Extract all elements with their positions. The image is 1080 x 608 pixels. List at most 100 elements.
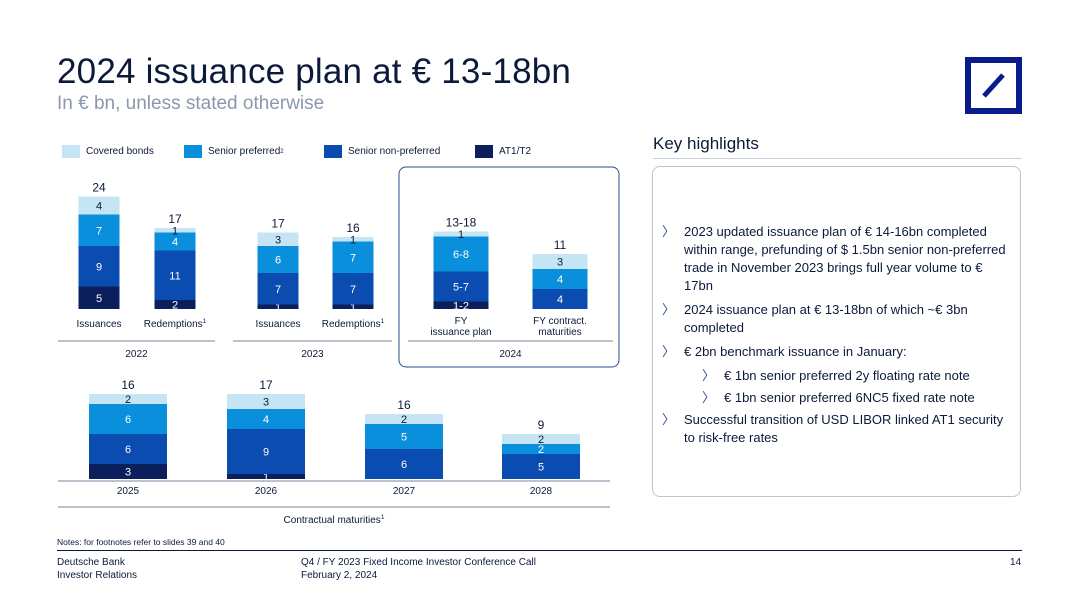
highlight-text: € 1bn senior preferred 6NC5 fixed rate n…	[724, 390, 975, 405]
highlight-text: € 1bn senior preferred 2y floating rate …	[724, 368, 970, 383]
bar-segment-covered-bonds	[332, 237, 374, 242]
data-label: 5	[538, 462, 544, 474]
bar-segment-at1-t2	[78, 286, 120, 309]
chevron-right-icon: 〉	[702, 368, 716, 383]
bar-segment-senior-non-preferred	[154, 250, 196, 300]
legend-footnote: 2	[280, 148, 284, 155]
data-label: 1	[263, 472, 269, 484]
data-label: 4	[172, 237, 178, 249]
bar-total-label: 16	[346, 221, 360, 235]
legend-label: AT1/T2	[499, 146, 532, 157]
bar-total-label: 13-18	[446, 216, 477, 230]
bar-segment-covered-bonds	[154, 228, 196, 233]
company-name: Deutsche Bank	[57, 557, 125, 568]
issuance-charts: 597424Issuances2114117Redemptions1202217…	[58, 166, 620, 526]
bar-segment-covered-bonds	[532, 254, 588, 269]
bar-segment-at1-t2	[257, 304, 299, 309]
category-label: maturities	[538, 327, 581, 338]
category-label: Issuances	[255, 319, 300, 330]
footnotes: Notes: for footnotes refer to slides 39 …	[57, 537, 225, 547]
highlight-item: 〉 2023 updated issuance plan of € 14-16bn…	[662, 223, 1014, 295]
bar-segment-senior-non-preferred	[433, 271, 489, 302]
category-label: Issuances	[76, 319, 121, 330]
page-number: 14	[1010, 557, 1022, 568]
bar-segment-covered-bonds	[78, 196, 120, 215]
data-label: 1-2	[453, 300, 469, 312]
data-label: 6-8	[453, 249, 469, 261]
group-label: 2023	[301, 349, 324, 360]
chevron-right-icon: 〉	[662, 224, 676, 239]
footer-company: Deutsche Bank Investor Relations	[57, 557, 137, 582]
highlight-subitem: 〉 € 1bn senior preferred 2y floating rate…	[662, 367, 1014, 385]
chevron-right-icon: 〉	[662, 412, 676, 427]
chevron-right-icon: 〉	[662, 302, 676, 317]
data-label: 1	[350, 234, 356, 246]
bar-segment-at1-t2	[227, 474, 305, 479]
footer-divider	[57, 550, 1022, 551]
page-subtitle: In € bn, unless stated otherwise	[57, 93, 325, 114]
data-label: 11	[169, 270, 180, 282]
bar-total-label: 17	[259, 378, 273, 392]
bar-total-label: 17	[271, 217, 285, 231]
group-label: 2024	[499, 349, 522, 360]
key-highlights-panel	[652, 166, 1021, 497]
bar-segment-at1-t2	[154, 300, 196, 309]
legend-item-senior-preferred: Senior preferred 2	[184, 145, 284, 158]
data-label: 9	[263, 447, 269, 459]
data-label: 2	[125, 394, 131, 406]
bar-segment-senior-preferred	[332, 241, 374, 273]
data-label: 7	[350, 284, 356, 296]
bar-total-label: 11	[554, 238, 567, 252]
bar-segment-senior-preferred	[227, 409, 305, 429]
highlight-item: 〉 € 2bn benchmark issuance in January:	[662, 343, 1014, 361]
bar-segment-senior-non-preferred	[365, 449, 443, 479]
chevron-right-icon: 〉	[702, 390, 716, 405]
highlight-text: € 2bn benchmark issuance in January:	[684, 344, 907, 359]
legend-swatch-senior-non-preferred	[324, 145, 342, 158]
data-label: 1	[350, 302, 356, 314]
bar-segment-senior-non-preferred	[78, 246, 120, 287]
highlight-text: Successful transition of USD LIBOR linke…	[684, 412, 1004, 445]
highlight-frame-2024	[398, 166, 620, 368]
data-label: 5	[96, 293, 102, 305]
data-label: 3	[275, 234, 281, 246]
legend-swatch-at1-t2	[475, 145, 493, 158]
key-highlights-title: Key highlights	[653, 134, 759, 153]
category-label: FY	[455, 316, 468, 327]
deutsche-bank-logo	[965, 57, 1022, 114]
data-label: 2	[172, 300, 178, 312]
data-label: 4	[557, 274, 563, 286]
bar-segment-covered-bonds	[365, 414, 443, 424]
bar-segment-at1-t2	[433, 301, 489, 309]
data-label: 5-7	[453, 282, 469, 294]
key-highlights-list: 〉 2023 updated issuance plan of € 14-16bn…	[662, 223, 1014, 453]
legend-item-covered-bonds: Covered bonds	[62, 145, 154, 158]
bar-segment-covered-bonds	[227, 394, 305, 409]
category-label: issuance plan	[430, 327, 491, 338]
bar-segment-senior-non-preferred	[227, 429, 305, 474]
data-label: 3	[263, 397, 269, 409]
legend-item-senior-non-preferred: Senior non-preferred	[324, 145, 440, 158]
data-label: 4	[557, 294, 563, 306]
legend-swatch-covered-bonds	[62, 145, 80, 158]
highlight-text: 2023 updated issuance plan of € 14-16bn …	[684, 224, 1006, 293]
bar-segment-covered-bonds	[502, 434, 580, 444]
bar-total-label: 17	[168, 212, 182, 226]
data-label: 4	[96, 201, 102, 213]
bar-total-label: 16	[121, 378, 135, 392]
bar-segment-senior-non-preferred	[502, 454, 580, 479]
data-label: 6	[125, 444, 131, 456]
legend-label: Senior preferred	[208, 146, 281, 157]
data-label: 1	[458, 229, 464, 241]
data-label: 6	[401, 459, 407, 471]
group-label: 2022	[125, 349, 148, 360]
bar-segment-senior-non-preferred	[257, 273, 299, 305]
bar-segment-senior-preferred	[365, 424, 443, 449]
data-label: 2	[401, 414, 407, 426]
bar-total-label: 24	[92, 181, 106, 195]
data-label: 9	[96, 261, 102, 273]
bar-segment-senior-non-preferred	[332, 273, 374, 305]
bar-total-label: 16	[397, 398, 411, 412]
bar-segment-senior-preferred	[532, 269, 588, 289]
data-label: 2	[538, 444, 544, 456]
